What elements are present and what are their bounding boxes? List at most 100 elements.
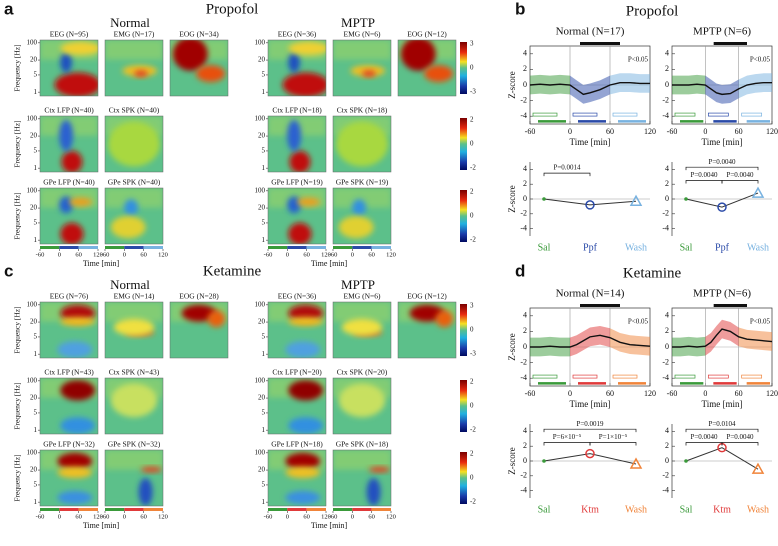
- plot-title: Normal (N=14): [556, 288, 625, 300]
- x-tick-label: 60: [735, 389, 743, 398]
- spectrogram: [40, 188, 98, 244]
- spectrogram-blob: [54, 72, 98, 96]
- cell-frame: [267, 377, 327, 435]
- freq-tick-label: 5: [34, 147, 38, 155]
- significance-bracket: [685, 180, 723, 184]
- category-label: Sal: [680, 504, 693, 515]
- spectrogram-blob: [288, 380, 324, 401]
- x-tick-label: 0: [568, 127, 572, 136]
- p-value: P=0.0040: [726, 433, 754, 441]
- y-tick-label: -4: [520, 111, 527, 120]
- freq-tick-label: 1: [262, 164, 266, 172]
- cell-title: GPe SPK (N=18): [336, 440, 389, 449]
- y-tick-label: 4: [665, 49, 669, 58]
- freq-tick-label: 1: [262, 88, 266, 96]
- y-tick-label: 4: [523, 311, 527, 320]
- freq-tick-label: 5: [34, 409, 38, 417]
- colorbar-tick-label: -3: [470, 88, 476, 96]
- mean-marker: [684, 197, 688, 201]
- spectrogram-haze: [105, 450, 163, 470]
- spectrogram-blob: [368, 466, 390, 473]
- trace-band: [738, 327, 772, 351]
- colorbar: [460, 380, 467, 432]
- freq-tick-label: 5: [262, 219, 266, 227]
- colorbar-tick-label: -2: [470, 426, 476, 434]
- spectrogram-blob: [60, 41, 98, 56]
- period-fill: [578, 382, 606, 385]
- spectrogram-blob: [113, 318, 155, 336]
- spectrogram-blob: [366, 478, 381, 506]
- spectrogram-blob: [60, 317, 96, 327]
- mean-marker: [751, 462, 765, 474]
- spectrogram-blob: [207, 310, 226, 328]
- group-title: Normal: [110, 277, 150, 292]
- cell-frame: [267, 449, 327, 507]
- plot-title: MPTP (N=6): [693, 26, 751, 38]
- cell-frame: [267, 115, 327, 173]
- time-tick-label: 120: [386, 251, 396, 258]
- significance-label: P<0.05: [628, 318, 649, 326]
- y-tick-label: -4: [662, 223, 669, 232]
- period-box: [741, 112, 763, 117]
- time-tick-label: 120: [158, 513, 168, 520]
- freq-tick-label: 100: [255, 114, 266, 122]
- freq-tick-label: 1: [34, 350, 38, 358]
- spectrogram-blob: [341, 318, 383, 336]
- colorbar: [460, 190, 467, 242]
- spectrogram: [268, 40, 326, 96]
- freq-tick-label: 5: [34, 219, 38, 227]
- cell-title: Ctx LFP (N=18): [272, 106, 322, 115]
- freq-tick-label: 5: [262, 333, 266, 341]
- spectrogram: [105, 116, 163, 172]
- period-box: [674, 374, 696, 379]
- cell-frame: [332, 115, 392, 173]
- significance-bracket: [685, 442, 723, 446]
- category-label: Ktm: [713, 504, 731, 515]
- freq-tick-label: 5: [262, 147, 266, 155]
- y-tick-label: -2: [520, 357, 527, 366]
- time-tick-label: 60: [368, 513, 375, 520]
- period-bar: [105, 246, 125, 249]
- trace-band: [738, 73, 772, 99]
- period-bar: [306, 508, 326, 511]
- mean-marker: [542, 197, 546, 201]
- spectrogram-blob: [172, 40, 208, 71]
- freq-tick-label: 20: [258, 204, 266, 212]
- mean-marker: [629, 194, 643, 206]
- cell-title: EMG (N=6): [344, 30, 381, 39]
- freq-tick-label: 1: [34, 426, 38, 434]
- x-axis-label: Time [min]: [702, 399, 743, 409]
- time-axis-label: Time [min]: [83, 259, 120, 268]
- time-tick-label: 60: [75, 513, 82, 520]
- time-tick-label: 0: [351, 251, 354, 258]
- spectrogram-blob: [196, 65, 226, 82]
- spectrogram: [268, 450, 326, 506]
- colorbar: [460, 304, 467, 356]
- spectrogram-blob: [134, 70, 148, 77]
- spectrogram: [268, 302, 326, 358]
- significance-bar: [713, 304, 747, 307]
- y-tick-label: -4: [520, 485, 527, 494]
- freq-tick-label: 5: [34, 71, 38, 79]
- cell-title: Ctx LFP (N=20): [272, 368, 322, 377]
- colorbar-tick-label: 2: [470, 116, 474, 124]
- time-axis-label: Time [min]: [311, 521, 348, 530]
- period-bar: [59, 246, 79, 249]
- time-tick-label: 60: [303, 251, 310, 258]
- spectrogram-blob: [57, 466, 93, 478]
- significance-label: P<0.05: [750, 56, 771, 64]
- trace-band: [610, 328, 650, 356]
- period-bar: [352, 246, 372, 249]
- freq-tick-label: 100: [27, 38, 38, 46]
- p-value: P=0.0014: [553, 164, 581, 172]
- spectrogram-blob: [110, 216, 146, 239]
- p-value: P=0.0040: [690, 433, 718, 441]
- y-tick-label: 4: [665, 164, 669, 173]
- y-tick-label: -2: [520, 209, 527, 218]
- freq-tick-label: 1: [262, 498, 266, 506]
- time-tick-label: 120: [93, 513, 103, 520]
- significance-bracket: [721, 180, 759, 184]
- category-label: Ppf: [715, 242, 730, 253]
- y-tick-label: 2: [523, 441, 527, 450]
- category-label: Sal: [680, 242, 693, 253]
